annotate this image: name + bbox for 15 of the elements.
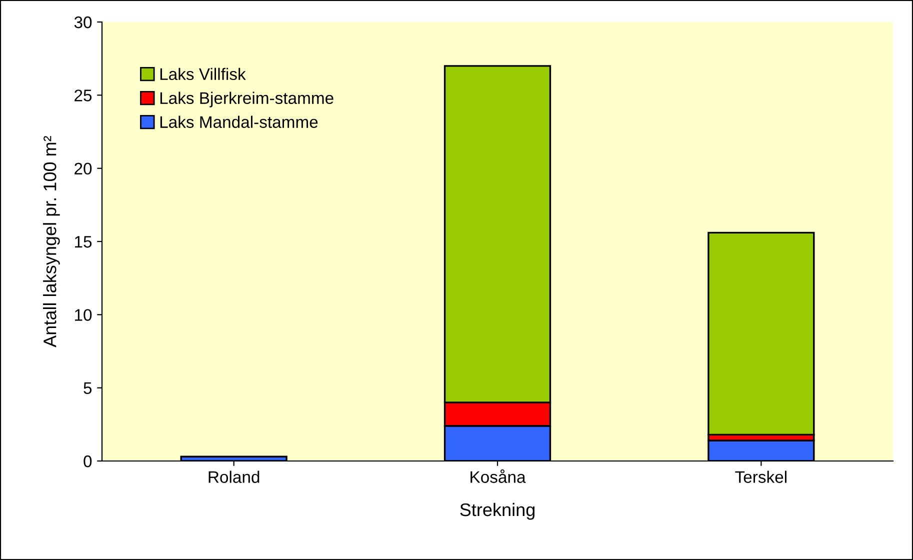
y-tick-label: 15 (75, 236, 92, 248)
x-tick-label: Terskel (735, 470, 786, 483)
y-tick-label: 5 (84, 382, 92, 394)
y-tick-label: 20 (74, 162, 92, 175)
y-tick-label: 30 (74, 16, 92, 28)
legend-label: Laks Mandal-stamme (160, 116, 318, 128)
x-tick-label: Roland (208, 470, 260, 483)
legend-label: Laks Bjerkreim-stamme (160, 92, 334, 108)
x-axis-title: Strekning (460, 502, 534, 520)
x-tick-label: Kosåna (470, 469, 526, 483)
y-tick-label: 10 (75, 309, 92, 321)
y-tick-label: 25 (74, 90, 92, 102)
y-axis-title: Antall laksyngel pr. 100 m² (43, 136, 60, 348)
legend-label: Laks Villfisk (160, 68, 246, 80)
y-tick-label: 0 (84, 455, 92, 468)
